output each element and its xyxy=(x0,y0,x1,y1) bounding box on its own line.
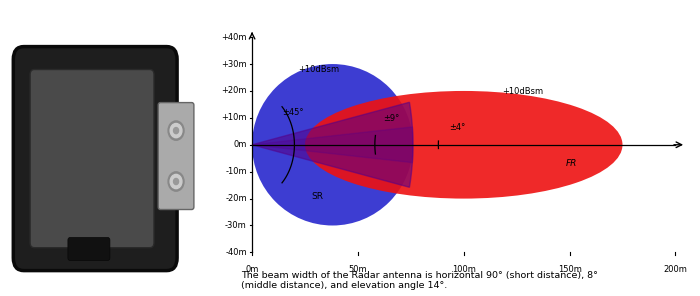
Text: 0m: 0m xyxy=(246,265,259,274)
Text: -10m: -10m xyxy=(225,167,247,176)
Circle shape xyxy=(170,123,182,138)
FancyBboxPatch shape xyxy=(13,46,177,271)
Text: +10dBsm: +10dBsm xyxy=(299,65,340,74)
FancyBboxPatch shape xyxy=(30,70,154,248)
Text: +40m: +40m xyxy=(221,33,247,42)
Text: 100m: 100m xyxy=(452,265,476,274)
Polygon shape xyxy=(252,102,413,187)
Text: -30m: -30m xyxy=(225,221,247,230)
Text: The beam width of the Radar antenna is horizontal 90° (short distance), 8°
(midd: The beam width of the Radar antenna is h… xyxy=(241,271,598,290)
Text: 150m: 150m xyxy=(558,265,582,274)
Circle shape xyxy=(174,128,178,134)
Circle shape xyxy=(170,174,182,189)
Text: +20m: +20m xyxy=(221,86,247,95)
Polygon shape xyxy=(252,127,413,163)
Text: FR: FR xyxy=(566,159,577,168)
Circle shape xyxy=(168,172,184,191)
Text: +30m: +30m xyxy=(221,59,247,69)
Ellipse shape xyxy=(252,64,413,226)
Text: 50m: 50m xyxy=(349,265,368,274)
Circle shape xyxy=(168,121,184,140)
Text: +10dBsm: +10dBsm xyxy=(502,87,543,96)
Text: 0m: 0m xyxy=(233,140,247,149)
Text: SR: SR xyxy=(312,192,323,201)
FancyBboxPatch shape xyxy=(68,237,110,260)
Ellipse shape xyxy=(305,91,622,199)
FancyBboxPatch shape xyxy=(158,103,194,210)
Text: -40m: -40m xyxy=(225,248,247,257)
Text: +10m: +10m xyxy=(221,113,247,122)
Text: ±4°: ±4° xyxy=(449,123,466,132)
Circle shape xyxy=(174,178,178,185)
Text: ±45°: ±45° xyxy=(281,108,303,117)
Text: -20m: -20m xyxy=(225,194,247,203)
Text: ±9°: ±9° xyxy=(384,114,400,123)
Text: 200m: 200m xyxy=(664,265,687,274)
